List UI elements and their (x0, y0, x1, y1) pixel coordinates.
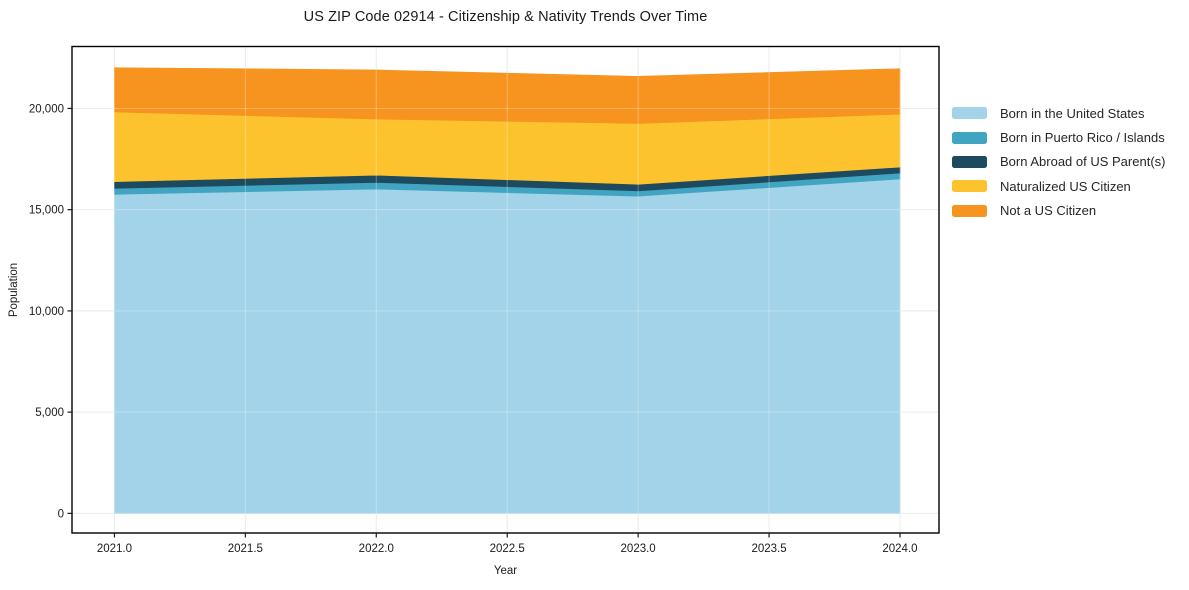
legend: Born in the United States Born in Puerto … (952, 101, 1165, 223)
y-tick-label: 0 (58, 508, 64, 520)
axes-spines (71, 45, 940, 534)
legend-item-2: Born Abroad of US Parent(s) (952, 150, 1165, 174)
legend-item-4: Not a US Citizen (952, 199, 1165, 223)
legend-item-1: Born in Puerto Rico / Islands (952, 125, 1165, 149)
legend-item-3: Naturalized US Citizen (952, 174, 1165, 198)
x-tick-label: 2022.5 (490, 543, 525, 555)
legend-label: Born Abroad of US Parent(s) (1000, 154, 1166, 170)
y-axis-label: Population (8, 262, 20, 318)
legend-label: Not a US Citizen (1000, 203, 1097, 219)
y-tick-label: 5,000 (35, 407, 64, 419)
y-tick-label: 20,000 (29, 103, 64, 115)
x-tick-label: 2023.5 (751, 543, 786, 555)
legend-swatch-icon (952, 131, 987, 144)
x-tick-label: 2022.0 (359, 543, 394, 555)
legend-label: Born in Puerto Rico / Islands (1000, 130, 1165, 146)
chart-title: US ZIP Code 02914 - Citizenship & Nativi… (303, 9, 708, 25)
y-tick-label: 15,000 (29, 205, 64, 217)
legend-label: Naturalized US Citizen (1000, 178, 1131, 194)
legend-label: Born in the United States (1000, 105, 1145, 121)
y-tick-label: 10,000 (29, 306, 64, 318)
x-tick-label: 2021.0 (97, 543, 132, 555)
area-series-4 (114, 67, 901, 124)
legend-swatch-icon (952, 155, 987, 168)
legend-item-0: Born in the United States (952, 101, 1165, 125)
legend-swatch-icon (952, 180, 987, 193)
x-tick-label: 2024.0 (882, 543, 917, 555)
x-tick-label: 2023.0 (621, 543, 656, 555)
legend-swatch-icon (952, 204, 987, 217)
x-tick-label: 2021.5 (228, 543, 263, 555)
legend-swatch-icon (952, 107, 987, 120)
x-axis-label: Year (493, 565, 518, 577)
